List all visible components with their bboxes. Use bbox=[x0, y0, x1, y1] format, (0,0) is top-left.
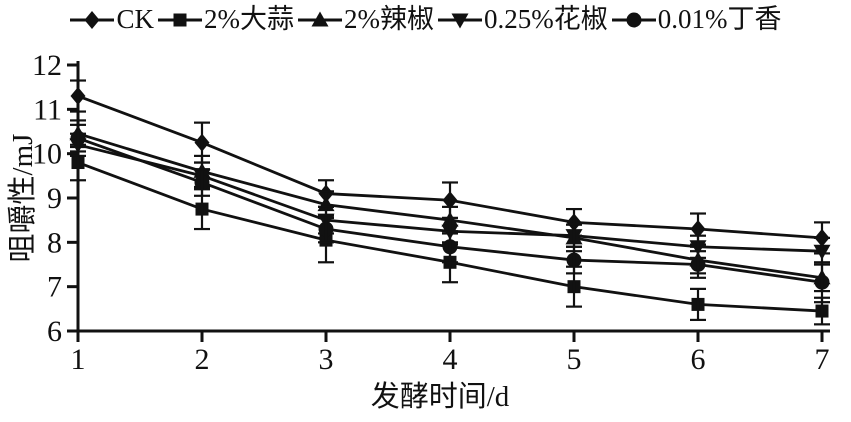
legend-marker-square-icon bbox=[158, 13, 202, 26]
x-tick-label: 2 bbox=[195, 343, 210, 376]
y-tick-label: 6 bbox=[47, 315, 62, 348]
legend-item-diamond: CK bbox=[69, 6, 154, 33]
chart-legend: CK 2%大蒜 2%辣椒 0.25%花椒 0.01%丁香 bbox=[0, 6, 851, 33]
x-tick-label: 3 bbox=[319, 343, 334, 376]
x-axis-label: 发酵时间/d bbox=[371, 380, 510, 413]
x-tick-label: 5 bbox=[567, 343, 582, 376]
legend-label: CK bbox=[116, 4, 154, 34]
y-tick-label: 7 bbox=[47, 271, 62, 304]
legend-marker-triangle-down-icon bbox=[438, 13, 482, 28]
axes bbox=[67, 61, 830, 342]
y-tick-label: 10 bbox=[32, 138, 62, 171]
legend-label: 0.25%花椒 bbox=[484, 4, 608, 34]
x-tick-label: 6 bbox=[691, 343, 706, 376]
legend-label: 2%辣椒 bbox=[344, 4, 434, 34]
x-tick-label: 7 bbox=[815, 343, 830, 376]
x-tick-label: 1 bbox=[71, 343, 86, 376]
y-tick-label: 12 bbox=[32, 49, 62, 82]
legend-marker-diamond-icon bbox=[70, 10, 115, 29]
error-bars-circle bbox=[70, 123, 830, 304]
legend-label: 2%大蒜 bbox=[204, 4, 294, 34]
legend-item-circle: 0.01%丁香 bbox=[611, 6, 782, 33]
y-axis-label: 咀嚼性/mJ bbox=[6, 134, 39, 263]
y-tick-label: 11 bbox=[33, 93, 62, 126]
legend-marker-triangle-up-icon bbox=[298, 11, 342, 26]
legend-label: 0.01%丁香 bbox=[657, 4, 782, 34]
y-tick-label: 9 bbox=[47, 182, 62, 215]
legend-item-triangle-up: 2%辣椒 bbox=[297, 6, 434, 33]
x-tick-label: 4 bbox=[443, 343, 458, 376]
legend-item-triangle-down: 0.25%花椒 bbox=[437, 6, 608, 33]
legend-marker-circle-icon bbox=[611, 12, 656, 27]
legend-item-square: 2%大蒜 bbox=[157, 6, 294, 33]
y-tick-label: 8 bbox=[47, 226, 62, 259]
